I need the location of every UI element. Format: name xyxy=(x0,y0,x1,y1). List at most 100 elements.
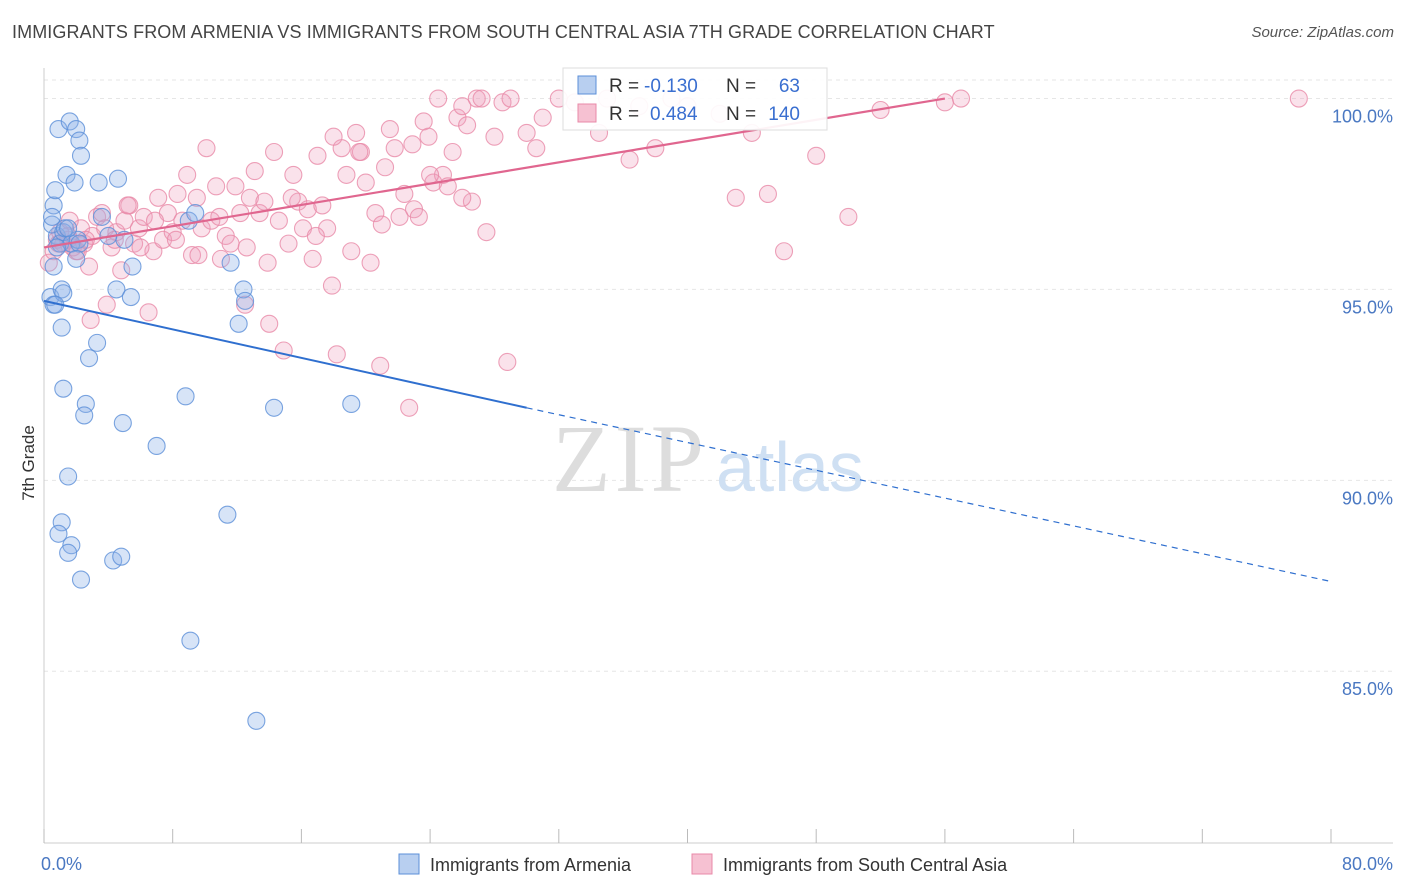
point-south-central-asia-75 xyxy=(390,207,409,226)
point-armenia-54 xyxy=(218,505,237,524)
point-south-central-asia-94 xyxy=(485,127,504,146)
point-armenia-15 xyxy=(71,146,91,165)
point-armenia-32 xyxy=(79,349,99,368)
stats-swatch-blue xyxy=(577,75,597,95)
point-south-central-asia-125 xyxy=(166,230,185,249)
point-south-central-asia-33 xyxy=(187,188,206,207)
point-armenia-17 xyxy=(89,173,108,192)
point-south-central-asia-45 xyxy=(245,162,264,181)
point-armenia-19 xyxy=(92,207,111,226)
point-south-central-asia-131 xyxy=(306,226,325,246)
point-south-central-asia-48 xyxy=(260,314,279,333)
point-south-central-asia-32 xyxy=(182,246,202,265)
watermark: ZIP atlas xyxy=(552,405,864,512)
source-label: Source: ZipAtlas.com xyxy=(1251,24,1394,41)
point-south-central-asia-123 xyxy=(131,238,150,257)
point-armenia-46 xyxy=(59,467,78,486)
axes xyxy=(43,68,1393,844)
point-south-central-asia-116 xyxy=(81,310,100,330)
point-south-central-asia-138 xyxy=(498,352,517,372)
point-armenia-50 xyxy=(59,543,78,562)
series-armenia xyxy=(41,112,361,730)
stats-r-label-1: R = xyxy=(609,76,639,97)
point-south-central-asia-134 xyxy=(372,215,391,234)
point-south-central-asia-64 xyxy=(337,165,356,184)
point-south-central-asia-135 xyxy=(403,135,422,154)
point-south-central-asia-61 xyxy=(322,276,342,295)
point-armenia-43 xyxy=(265,398,284,417)
point-armenia-60 xyxy=(47,238,66,257)
point-south-central-asia-13 xyxy=(92,204,111,223)
point-south-central-asia-69 xyxy=(361,253,380,272)
point-armenia-38 xyxy=(76,394,95,414)
bottom-legend: Immigrants from Armenia Immigrants from … xyxy=(398,853,1008,875)
point-armenia-36 xyxy=(236,291,255,310)
point-south-central-asia-68 xyxy=(356,173,375,192)
point-south-central-asia-35 xyxy=(197,139,216,158)
point-south-central-asia-84 xyxy=(433,165,453,184)
point-south-central-asia-86 xyxy=(443,142,462,162)
x-tick-label-min: 0.0% xyxy=(41,854,82,874)
point-south-central-asia-51 xyxy=(274,341,293,360)
point-armenia-30 xyxy=(44,257,63,276)
point-south-central-asia-129 xyxy=(258,253,277,272)
point-armenia-44 xyxy=(342,394,361,414)
stats-n-value-1: 63 xyxy=(779,76,800,97)
point-south-central-asia-23 xyxy=(139,303,158,322)
point-south-central-asia-107 xyxy=(774,242,794,261)
point-south-central-asia-41 xyxy=(226,177,245,196)
point-armenia-58 xyxy=(42,207,62,226)
point-armenia-37 xyxy=(229,314,248,333)
trend-line-armenia xyxy=(43,299,527,409)
point-south-central-asia-142 xyxy=(620,150,639,169)
point-south-central-asia-98 xyxy=(533,108,552,127)
point-south-central-asia-31 xyxy=(178,165,197,184)
point-armenia-57 xyxy=(186,204,205,223)
stats-r-value-1: -0.130 xyxy=(644,76,698,97)
point-armenia-34 xyxy=(221,253,240,272)
point-armenia-61 xyxy=(67,249,86,268)
y-tick-label-2: 90.0% xyxy=(1342,488,1393,508)
point-south-central-asia-124 xyxy=(145,211,165,230)
point-south-central-asia-93 xyxy=(477,223,496,242)
point-armenia-24 xyxy=(123,257,142,276)
point-south-central-asia-77 xyxy=(400,398,419,417)
point-south-central-asia-79 xyxy=(409,207,428,226)
point-south-central-asia-91 xyxy=(467,89,486,108)
point-armenia-26 xyxy=(121,288,140,307)
point-south-central-asia-50 xyxy=(269,211,288,230)
y-tick-label-1: 95.0% xyxy=(1342,297,1393,317)
point-south-central-asia-25 xyxy=(149,188,168,207)
legend-swatch-south-central-asia xyxy=(691,853,713,875)
point-south-central-asia-73 xyxy=(380,120,399,139)
point-south-central-asia-122 xyxy=(118,196,137,215)
point-south-central-asia-74 xyxy=(385,139,404,158)
point-south-central-asia-53 xyxy=(284,165,303,184)
point-south-central-asia-72 xyxy=(376,158,395,177)
chart-title: IMMIGRANTS FROM ARMENIA VS IMMIGRANTS FR… xyxy=(12,22,995,42)
stats-n-value-2: 140 xyxy=(768,104,800,125)
point-south-central-asia-105 xyxy=(726,188,745,207)
point-south-central-asia-26 xyxy=(153,230,173,249)
point-south-central-asia-80 xyxy=(414,112,433,131)
point-south-central-asia-130 xyxy=(282,188,301,207)
point-armenia-42 xyxy=(176,387,195,406)
point-south-central-asia-96 xyxy=(501,89,520,108)
point-armenia-53 xyxy=(71,570,91,589)
point-armenia-41 xyxy=(113,413,132,433)
point-armenia-62 xyxy=(59,219,78,238)
point-armenia-55 xyxy=(181,631,200,650)
legend-swatch-armenia xyxy=(398,853,420,875)
point-south-central-asia-108 xyxy=(807,146,826,165)
y-tick-label-3: 85.0% xyxy=(1342,679,1393,699)
point-south-central-asia-83 xyxy=(429,89,448,108)
point-south-central-asia-126 xyxy=(189,246,208,265)
point-south-central-asia-40 xyxy=(221,234,240,253)
stats-n-label-1: N = xyxy=(726,76,756,97)
point-armenia-31 xyxy=(88,333,107,352)
point-south-central-asia-37 xyxy=(207,177,226,196)
point-south-central-asia-133 xyxy=(350,142,369,162)
point-south-central-asia-44 xyxy=(240,188,259,207)
point-south-central-asia-81 xyxy=(419,127,438,146)
